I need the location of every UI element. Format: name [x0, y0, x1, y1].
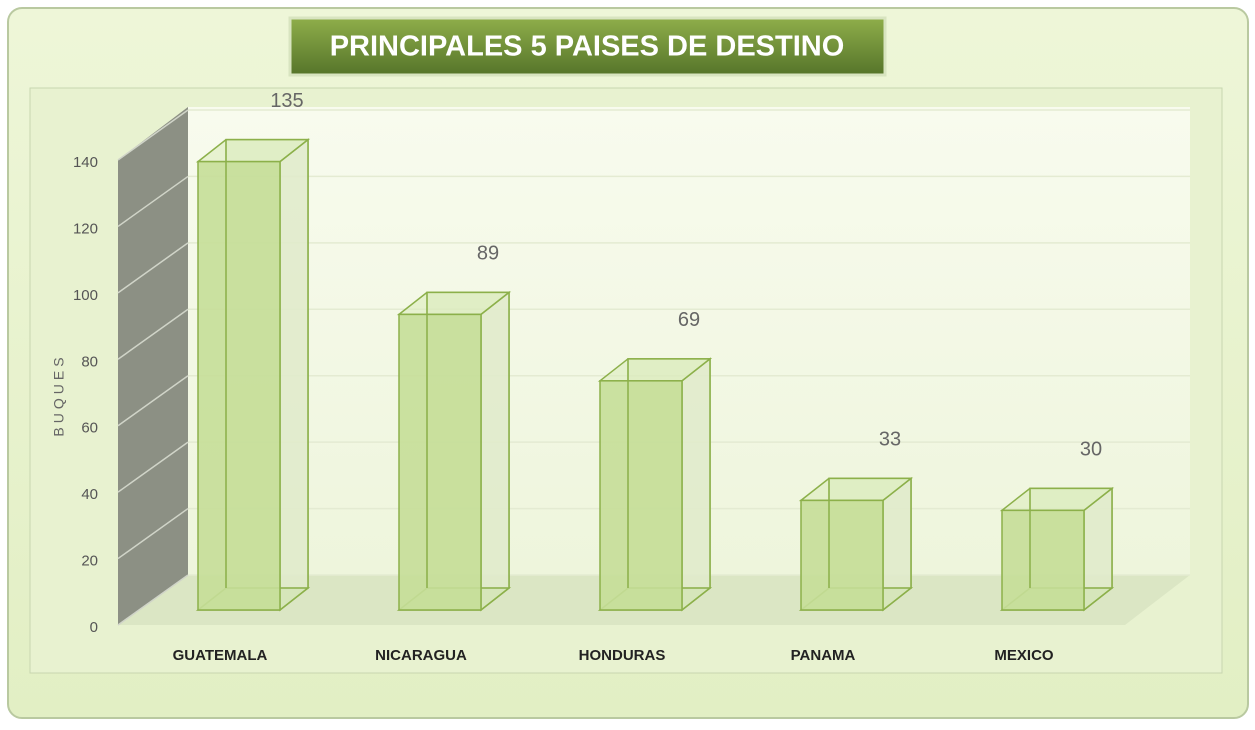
- y-tick-label: 140: [73, 154, 98, 171]
- side-grid-line: [117, 574, 189, 626]
- y-tick-label: 20: [81, 553, 98, 570]
- title-box: [288, 16, 887, 77]
- side-grid-line: [117, 308, 189, 360]
- bar: [599, 380, 683, 611]
- side-grid-line: [117, 109, 189, 161]
- value-label: 89: [477, 243, 499, 265]
- bar-side: [279, 138, 309, 612]
- value-label: 69: [678, 309, 700, 331]
- y-tick-label: 80: [81, 353, 98, 370]
- y-tick-label: 0: [90, 619, 98, 636]
- x-tick-label: HONDURAS: [579, 647, 666, 664]
- side-grid-line: [117, 175, 189, 228]
- chart-title: PRINCIPALES 5 PAISES DE DESTINO: [330, 31, 845, 63]
- bar-side: [480, 290, 510, 612]
- y-tick-label: 120: [73, 220, 98, 237]
- y-tick-label: 100: [73, 287, 98, 304]
- y-tick-label: 40: [81, 486, 98, 503]
- x-tick-label: NICARAGUA: [375, 647, 467, 664]
- bar: [197, 160, 281, 611]
- y-axis-title: BUQUES: [51, 353, 67, 436]
- value-label: 33: [879, 429, 901, 451]
- x-tick-label: PANAMA: [791, 647, 856, 664]
- bar: [800, 499, 884, 611]
- side-grid-line: [117, 507, 189, 560]
- value-label: 30: [1080, 439, 1102, 461]
- x-tick-label: MEXICO: [994, 647, 1054, 664]
- side-grid-line: [117, 242, 189, 294]
- side-wall: [118, 107, 188, 625]
- y-tick-label: 60: [81, 420, 98, 437]
- bar: [398, 313, 482, 611]
- side-grid-line: [117, 375, 189, 427]
- bar-side: [681, 357, 711, 612]
- x-tick-label: GUATEMALA: [173, 647, 268, 664]
- bar: [1001, 509, 1085, 611]
- value-label: 135: [270, 90, 303, 112]
- side-grid-line: [117, 441, 189, 493]
